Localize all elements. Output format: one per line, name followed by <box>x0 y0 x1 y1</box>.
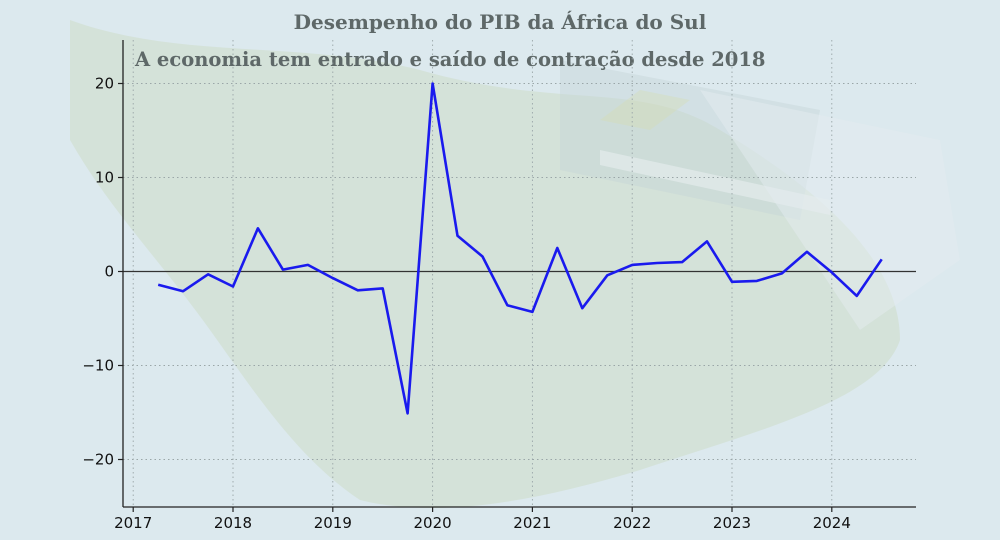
y-tick-label: −10 <box>82 357 114 375</box>
x-tick-label: 2018 <box>214 514 252 532</box>
chart-title: Desempenho do PIB da África do Sul <box>293 10 707 34</box>
grid-lines <box>123 40 916 507</box>
x-tick-label: 2020 <box>414 514 452 532</box>
y-tick-label: 10 <box>95 169 114 187</box>
x-tick-label: 2024 <box>813 514 851 532</box>
x-axis-ticks: 2017 2018 2019 2020 2021 2022 2023 2024 <box>114 507 851 532</box>
gdp-series-line <box>157 82 883 415</box>
x-tick-label: 2023 <box>713 514 751 532</box>
y-axis-ticks: −20 −10 0 10 20 <box>82 75 123 469</box>
y-tick-label: 0 <box>104 263 114 281</box>
x-tick-label: 2022 <box>613 514 651 532</box>
axes <box>122 40 916 508</box>
chart-subtitle: A economia tem entrado e saído de contra… <box>135 48 766 71</box>
y-tick-label: −20 <box>82 451 114 469</box>
y-tick-label: 20 <box>95 75 114 93</box>
x-tick-label: 2017 <box>114 514 152 532</box>
x-tick-label: 2021 <box>513 514 551 532</box>
x-tick-label: 2019 <box>314 514 352 532</box>
